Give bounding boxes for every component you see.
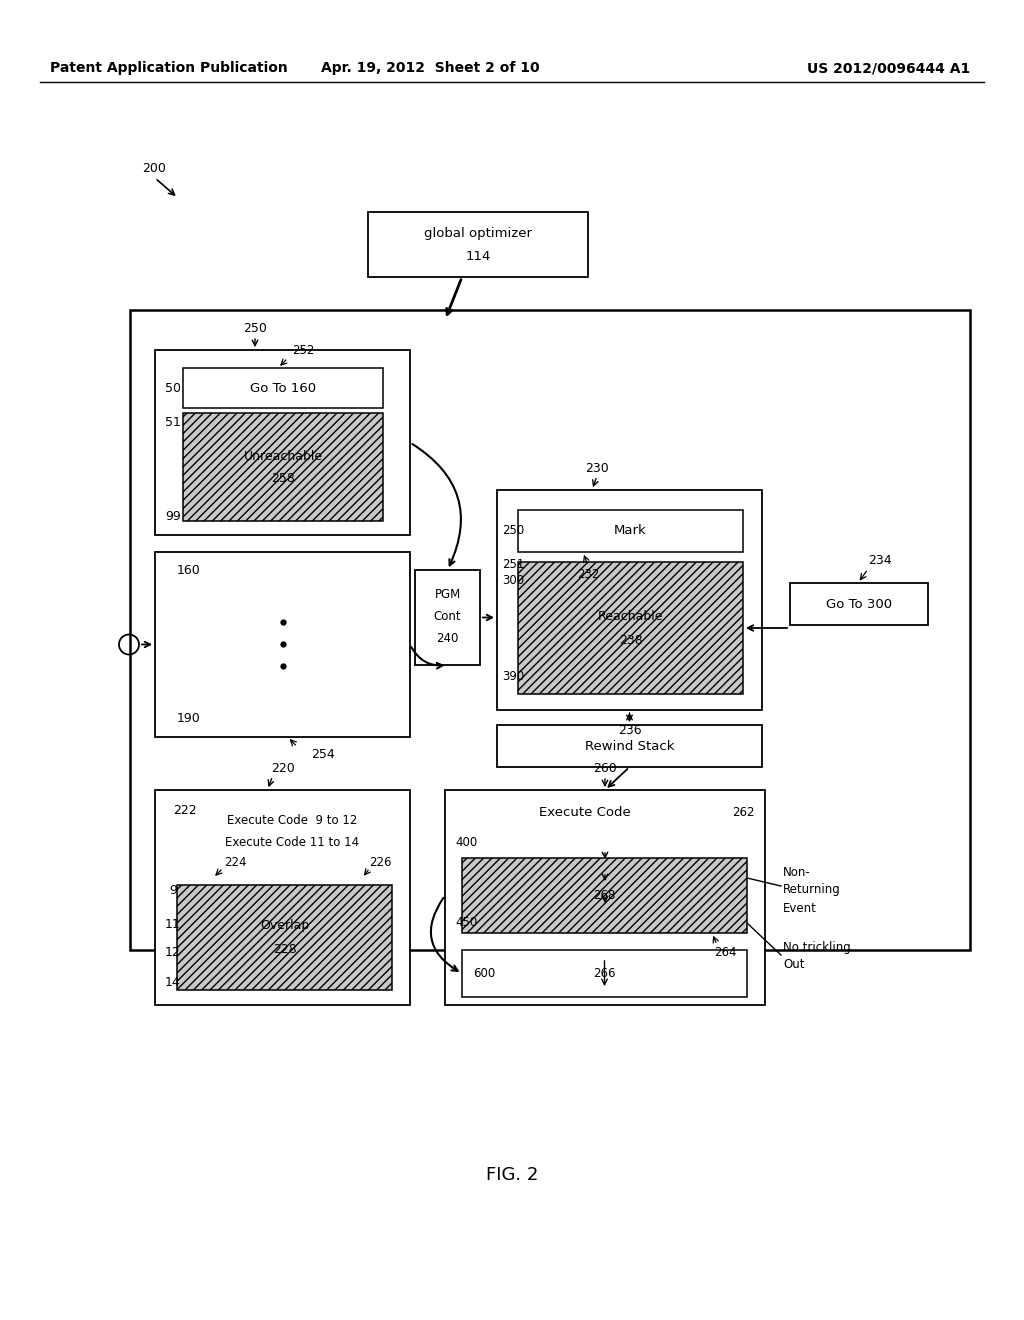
- Text: Cont: Cont: [434, 610, 462, 623]
- Text: Rewind Stack: Rewind Stack: [585, 739, 674, 752]
- Text: 9: 9: [169, 883, 177, 896]
- Text: PGM: PGM: [434, 589, 461, 602]
- Text: Reachable: Reachable: [598, 610, 664, 623]
- Text: Out: Out: [783, 958, 805, 972]
- Bar: [445, 789, 765, 1005]
- Text: 14: 14: [165, 975, 181, 989]
- Text: 266: 266: [593, 968, 615, 979]
- Text: Unreachable: Unreachable: [244, 450, 323, 463]
- Bar: [518, 562, 743, 694]
- Text: 450: 450: [456, 916, 478, 928]
- Text: 238: 238: [618, 634, 642, 647]
- Text: Apr. 19, 2012  Sheet 2 of 10: Apr. 19, 2012 Sheet 2 of 10: [321, 61, 540, 75]
- Text: 228: 228: [272, 942, 296, 956]
- Text: Patent Application Publication: Patent Application Publication: [50, 61, 288, 75]
- Text: 252: 252: [292, 343, 314, 356]
- Text: 260: 260: [593, 762, 616, 775]
- Text: 50: 50: [165, 381, 181, 395]
- Bar: [790, 583, 928, 624]
- Text: Event: Event: [783, 902, 817, 915]
- Text: 400: 400: [456, 836, 478, 849]
- Text: 600: 600: [473, 968, 496, 979]
- Bar: [183, 413, 383, 521]
- Text: FIG. 2: FIG. 2: [485, 1166, 539, 1184]
- Text: 234: 234: [868, 554, 892, 568]
- Text: Non-: Non-: [783, 866, 811, 879]
- Text: Go To 160: Go To 160: [250, 381, 316, 395]
- Text: 262: 262: [732, 805, 755, 818]
- Bar: [462, 950, 746, 997]
- Text: 236: 236: [617, 723, 641, 737]
- Bar: [462, 858, 746, 933]
- Text: 51: 51: [165, 417, 181, 429]
- Text: 99: 99: [165, 511, 181, 524]
- Text: Go To 300: Go To 300: [826, 598, 892, 610]
- Bar: [368, 213, 588, 277]
- Text: 230: 230: [585, 462, 609, 474]
- Text: 258: 258: [271, 473, 295, 486]
- Text: 114: 114: [465, 251, 490, 264]
- Text: 250: 250: [243, 322, 267, 334]
- Text: 12: 12: [165, 945, 181, 958]
- Text: 226: 226: [369, 855, 391, 869]
- Text: 268: 268: [593, 888, 615, 902]
- Bar: [177, 884, 392, 990]
- Bar: [155, 789, 410, 1005]
- Bar: [130, 310, 970, 950]
- Text: 220: 220: [270, 762, 294, 775]
- Text: 224: 224: [224, 855, 246, 869]
- Text: Execute Code  9 to 12: Execute Code 9 to 12: [227, 813, 357, 826]
- Text: Overlap: Overlap: [260, 919, 309, 932]
- Text: No trickling: No trickling: [783, 941, 851, 954]
- Bar: [155, 552, 410, 737]
- Text: 251: 251: [502, 557, 524, 570]
- Bar: [497, 490, 762, 710]
- Text: Execute Code: Execute Code: [539, 805, 631, 818]
- Bar: [183, 368, 383, 408]
- Text: global optimizer: global optimizer: [424, 227, 532, 240]
- Text: 264: 264: [714, 946, 736, 960]
- Bar: [518, 510, 743, 552]
- Text: 11: 11: [165, 919, 181, 932]
- Text: 250: 250: [502, 524, 524, 537]
- Text: Returning: Returning: [783, 883, 841, 896]
- Text: 254: 254: [310, 748, 335, 762]
- Text: 232: 232: [577, 568, 599, 581]
- Bar: [415, 570, 480, 665]
- Text: 160: 160: [177, 564, 201, 577]
- Text: 240: 240: [436, 631, 459, 644]
- Text: US 2012/0096444 A1: US 2012/0096444 A1: [807, 61, 970, 75]
- Text: 190: 190: [177, 713, 201, 726]
- Text: 200: 200: [142, 161, 166, 174]
- Text: 300: 300: [502, 573, 524, 586]
- Text: Mark: Mark: [614, 524, 647, 537]
- Text: 222: 222: [173, 804, 197, 817]
- Text: 390: 390: [502, 669, 524, 682]
- Text: Execute Code 11 to 14: Execute Code 11 to 14: [225, 836, 359, 849]
- Bar: [497, 725, 762, 767]
- Bar: [155, 350, 410, 535]
